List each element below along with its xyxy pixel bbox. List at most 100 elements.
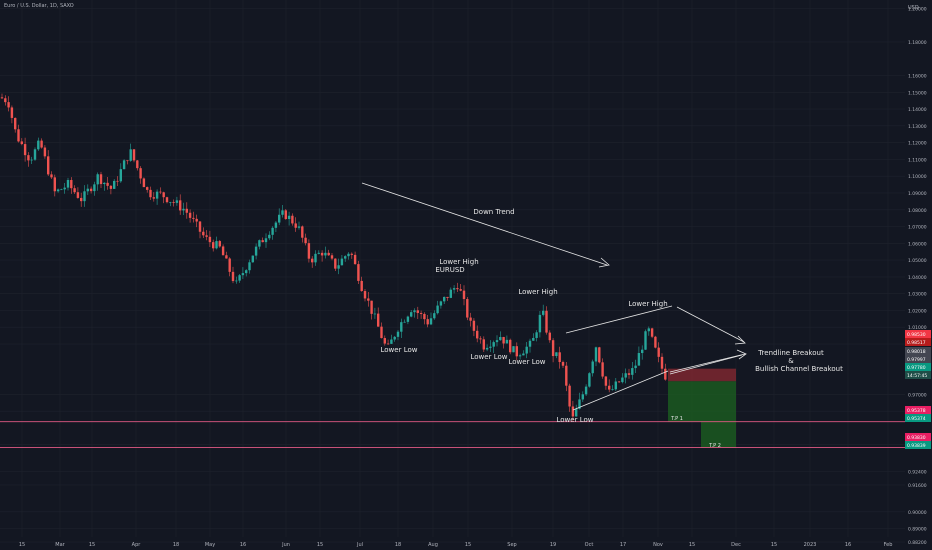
- candle-body: [406, 316, 410, 322]
- price-tick-label: 0.90000: [908, 510, 927, 516]
- candle-body: [558, 352, 561, 363]
- candle-body: [330, 255, 334, 259]
- candle: [198, 221, 202, 239]
- price-label: 0.97780: [905, 363, 931, 371]
- breakout-arrow-lower: [669, 353, 746, 373]
- candle: [245, 269, 248, 277]
- breakout-label-line2: &: [788, 357, 794, 365]
- candle-body: [324, 252, 327, 256]
- candle-body: [650, 328, 654, 337]
- candle: [634, 359, 637, 373]
- price-label-text: 0.95374: [907, 416, 926, 422]
- candle: [353, 251, 357, 265]
- candle-body: [40, 140, 43, 148]
- candle-body: [307, 243, 311, 259]
- candle: [476, 325, 479, 343]
- candle-body: [192, 217, 195, 219]
- candle-body: [66, 180, 70, 188]
- candle: [644, 329, 647, 351]
- candle: [608, 379, 611, 393]
- candle: [271, 226, 274, 240]
- candle: [228, 257, 231, 277]
- time-tick-label: Oct: [585, 542, 594, 548]
- lower-low-label-3: Lower Low: [509, 358, 546, 366]
- candle: [113, 179, 116, 190]
- price-tick-label: 0.91600: [908, 483, 927, 489]
- candle: [416, 306, 419, 319]
- candle: [20, 138, 23, 146]
- candle-body: [466, 299, 469, 318]
- candle-body: [657, 347, 660, 357]
- lower-high-label-2: Lower High: [518, 288, 557, 296]
- price-tick-label: 1.09000: [908, 191, 927, 197]
- candle-body: [548, 332, 551, 341]
- candle: [403, 319, 406, 323]
- candle-body: [664, 368, 667, 380]
- price-label: 0.95378: [905, 406, 931, 414]
- price-label-bg: [905, 363, 931, 371]
- candle-body: [456, 288, 459, 290]
- time-tick-label: 15: [465, 542, 471, 548]
- candle-body: [528, 340, 532, 347]
- candle-body: [482, 339, 485, 350]
- candle-body: [647, 328, 650, 332]
- candle-body: [608, 385, 611, 390]
- candle: [195, 214, 198, 228]
- candle-body: [512, 346, 515, 353]
- candle-body: [287, 215, 291, 220]
- candle-body: [268, 234, 271, 239]
- lower-high-label-1: Lower High: [439, 258, 478, 266]
- candle-body: [367, 298, 370, 301]
- candle: [221, 244, 225, 256]
- candle-body: [621, 377, 624, 383]
- candle-body: [17, 129, 20, 142]
- candle: [132, 148, 136, 163]
- target-zone-1: [668, 381, 701, 422]
- candle-body: [165, 197, 169, 203]
- candle: [518, 353, 522, 360]
- candle-body: [413, 310, 416, 313]
- candle: [624, 368, 627, 384]
- candle-body: [103, 182, 106, 185]
- candle-body: [522, 353, 525, 356]
- candle-body: [73, 188, 76, 193]
- candle: [136, 159, 139, 171]
- candle-body: [373, 313, 377, 315]
- candle-body: [254, 246, 258, 256]
- candle: [86, 184, 89, 196]
- price-label: 0.95374: [905, 414, 931, 422]
- candle: [0, 93, 4, 100]
- candle: [350, 252, 353, 259]
- tp1-label: T.P 1: [670, 416, 683, 422]
- candle-body: [363, 291, 367, 299]
- candle: [591, 359, 594, 377]
- candle-body: [347, 253, 350, 257]
- price-label-text: 0.93839: [907, 443, 926, 449]
- candle-body: [561, 362, 565, 366]
- candle: [466, 297, 469, 321]
- time-tick-label: 18: [173, 542, 179, 548]
- candle: [254, 243, 258, 260]
- candle-body: [175, 200, 179, 203]
- candle: [248, 259, 251, 274]
- candle: [188, 209, 192, 223]
- candle-body: [221, 246, 225, 256]
- candle-body: [278, 214, 281, 223]
- candle-body: [169, 202, 172, 203]
- candle: [175, 196, 179, 206]
- candle-body: [476, 330, 479, 339]
- candle-body: [627, 373, 631, 375]
- candle-body: [390, 339, 393, 344]
- candle-body: [281, 210, 284, 215]
- candle: [116, 176, 119, 186]
- candle-body: [152, 197, 155, 199]
- price-tick-label: 1.03000: [908, 292, 927, 298]
- candle-body: [119, 169, 122, 182]
- candle: [241, 267, 245, 279]
- price-label-text: 0.98018: [907, 349, 926, 355]
- candle: [423, 312, 426, 325]
- breakout-arrow-upper-head: [734, 335, 746, 345]
- candle-body: [83, 191, 86, 202]
